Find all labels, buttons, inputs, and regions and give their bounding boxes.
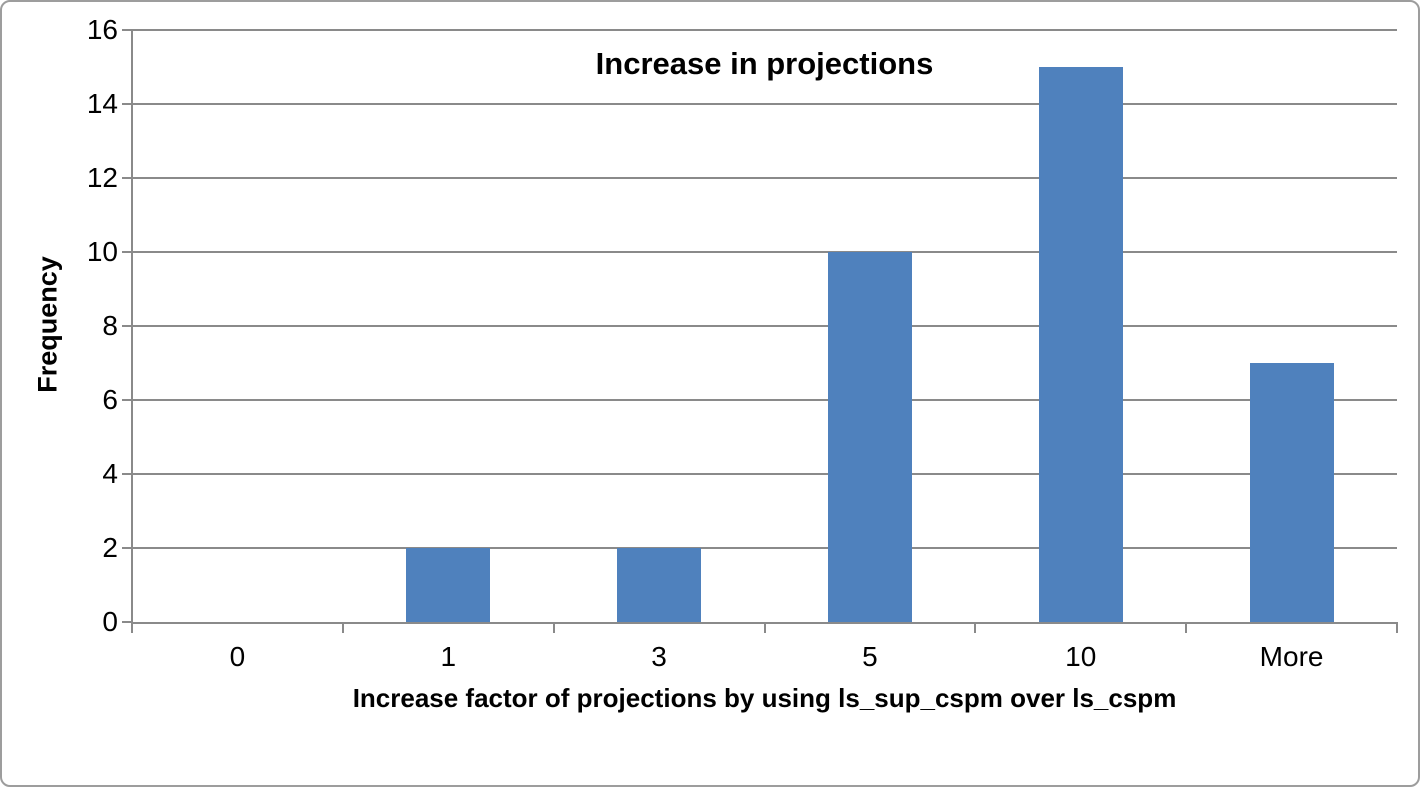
y-tick-mark [122, 251, 132, 253]
y-tick-label: 10 [86, 236, 118, 267]
x-tick-mark [341, 622, 344, 633]
gridline [132, 473, 1397, 475]
gridline [132, 325, 1397, 327]
y-tick-label: 6 [102, 384, 118, 415]
y-tick-label: 0 [102, 606, 118, 637]
y-tick-mark [122, 473, 132, 475]
x-tick-label: 0 [229, 641, 246, 672]
gridline [132, 103, 1397, 105]
bar [1038, 67, 1123, 622]
gridline [132, 177, 1397, 179]
x-tick-label: 5 [862, 641, 878, 672]
bar [827, 252, 912, 622]
x-tick-label: 10 [1065, 641, 1097, 672]
y-tick-mark [122, 29, 132, 31]
x-tick-mark [974, 622, 977, 633]
y-tick-label: 16 [86, 14, 118, 45]
bar [617, 548, 702, 622]
x-tick-mark [1185, 622, 1188, 633]
y-tick-mark [122, 399, 132, 401]
y-tick-mark [122, 177, 132, 179]
gridline [132, 251, 1397, 253]
chart-title: Increase in projections [595, 46, 934, 81]
y-tick-label: 14 [86, 88, 118, 119]
bar [1249, 363, 1334, 622]
bar [406, 548, 491, 622]
y-tick-label: 12 [86, 162, 118, 193]
x-axis-title: Increase factor of projections by using … [352, 683, 1177, 713]
gridline [132, 547, 1397, 549]
y-tick-label: 2 [102, 532, 118, 563]
y-axis-line [131, 30, 133, 624]
x-tick-mark [552, 622, 555, 633]
gridline [132, 29, 1397, 31]
gridline [132, 399, 1397, 401]
y-tick-label: 8 [102, 310, 118, 341]
x-tick-label: 3 [651, 641, 667, 672]
y-tick-mark [122, 103, 132, 105]
x-tick-label: More [1259, 641, 1324, 672]
y-tick-label: 4 [102, 458, 118, 489]
y-tick-mark [122, 621, 132, 623]
x-tick-mark [763, 622, 766, 633]
x-tick-label: 1 [440, 641, 457, 672]
x-tick-mark [131, 622, 133, 633]
x-tick-mark [1396, 622, 1398, 633]
y-tick-mark [122, 325, 132, 327]
y-tick-mark [122, 547, 132, 549]
